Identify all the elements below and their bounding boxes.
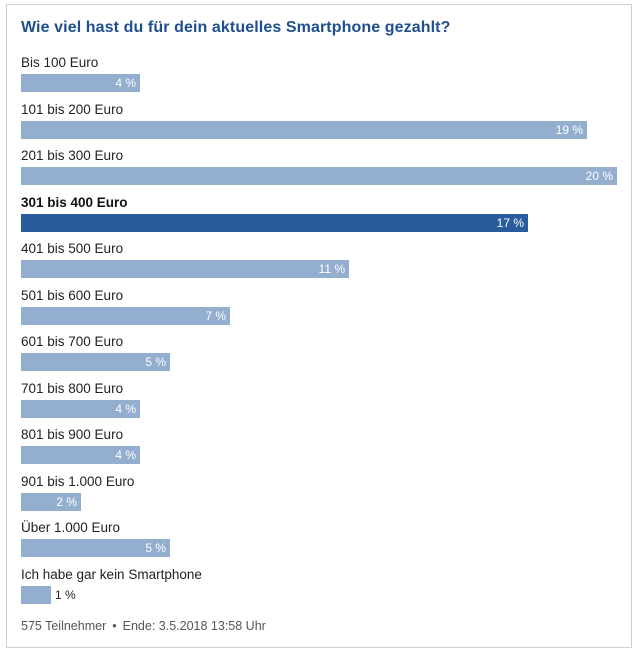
percent-label: 4 % — [115, 448, 136, 462]
result-bar — [21, 585, 51, 604]
poll-option: 501 bis 600 Euro 7 % — [21, 288, 625, 330]
option-label: 701 bis 800 Euro — [21, 380, 124, 396]
option-label: Bis 100 Euro — [21, 55, 99, 70]
participant-count: 575 Teilnehmer — [21, 619, 107, 633]
percent-label: 20 % — [585, 169, 613, 183]
poll-option: 201 bis 300 Euro 20 % — [21, 148, 625, 190]
percent-label: 5 % — [145, 355, 166, 369]
result-bar — [21, 446, 140, 464]
bar-track: 11 % — [21, 260, 617, 278]
bar-track: 2 % — [21, 492, 617, 511]
percent-label: 11 % — [318, 262, 345, 276]
footer-separator: • — [112, 619, 117, 633]
poll-option: 801 bis 900 Euro 4 % — [21, 427, 625, 469]
option-label: 901 bis 1.000 Euro — [21, 473, 135, 489]
result-bar — [21, 167, 617, 185]
poll-option: Bis 100 Euro 4 % — [21, 55, 625, 97]
poll-option: 701 bis 800 Euro 4 % — [21, 381, 625, 423]
bar-track: 20 % — [21, 167, 617, 185]
poll-option: 601 bis 700 Euro 5 % — [21, 334, 625, 376]
option-label: 201 bis 300 Euro — [21, 148, 124, 163]
result-bar — [21, 353, 170, 371]
result-bar — [21, 213, 528, 232]
bar-track: 5 % — [21, 353, 617, 371]
bar-track: 4 % — [21, 399, 617, 418]
poll-title: Wie viel hast du für dein aktuelles Smar… — [21, 19, 451, 36]
option-label: Über 1.000 Euro — [21, 520, 121, 535]
option-label: Ich habe gar kein Smartphone — [21, 566, 202, 582]
result-bar — [21, 539, 170, 557]
percent-label: 17 % — [496, 215, 524, 230]
poll-option: 401 bis 500 Euro 11 % — [21, 241, 625, 283]
bar-track: 19 % — [21, 120, 617, 139]
poll-option: Über 1.000 Euro 5 % — [21, 520, 625, 562]
bar-track: 4 % — [21, 446, 617, 464]
percent-label: 2 % — [56, 494, 77, 509]
option-label: 101 bis 200 Euro — [21, 101, 124, 117]
result-bar — [21, 260, 349, 278]
poll-option: Ich habe gar kein Smartphone 1 % — [21, 567, 625, 609]
option-label: 601 bis 700 Euro — [21, 334, 124, 349]
percent-label: 1 % — [55, 587, 76, 602]
option-label: 401 bis 500 Euro — [21, 241, 124, 256]
result-bar — [21, 492, 81, 511]
percent-label: 5 % — [145, 541, 166, 555]
poll-footer: 575 Teilnehmer • Ende: 3.5.2018 13:58 Uhr — [21, 619, 266, 633]
poll-option: 901 bis 1.000 Euro 2 % — [21, 474, 625, 516]
bar-track: 5 % — [21, 539, 617, 557]
poll-option: 301 bis 400 Euro 17 % — [21, 195, 625, 237]
poll-widget: Wie viel hast du für dein aktuelles Smar… — [6, 4, 632, 648]
bar-track: 17 % — [21, 213, 617, 232]
result-bar — [21, 399, 140, 418]
percent-label: 19 % — [555, 122, 583, 137]
option-label: 301 bis 400 Euro — [21, 194, 128, 210]
bar-track: 1 % — [21, 585, 617, 604]
percent-label: 7 % — [205, 308, 226, 323]
result-bar — [21, 120, 587, 139]
option-label: 501 bis 600 Euro — [21, 287, 124, 303]
poll-end-date: Ende: 3.5.2018 13:58 Uhr — [122, 619, 266, 633]
option-label: 801 bis 900 Euro — [21, 427, 124, 442]
bar-track: 7 % — [21, 306, 617, 325]
percent-label: 4 % — [115, 76, 136, 90]
result-bar — [21, 306, 230, 325]
bar-track: 4 % — [21, 74, 617, 92]
percent-label: 4 % — [115, 401, 136, 416]
result-bar — [21, 74, 140, 92]
poll-option: 101 bis 200 Euro 19 % — [21, 102, 625, 144]
